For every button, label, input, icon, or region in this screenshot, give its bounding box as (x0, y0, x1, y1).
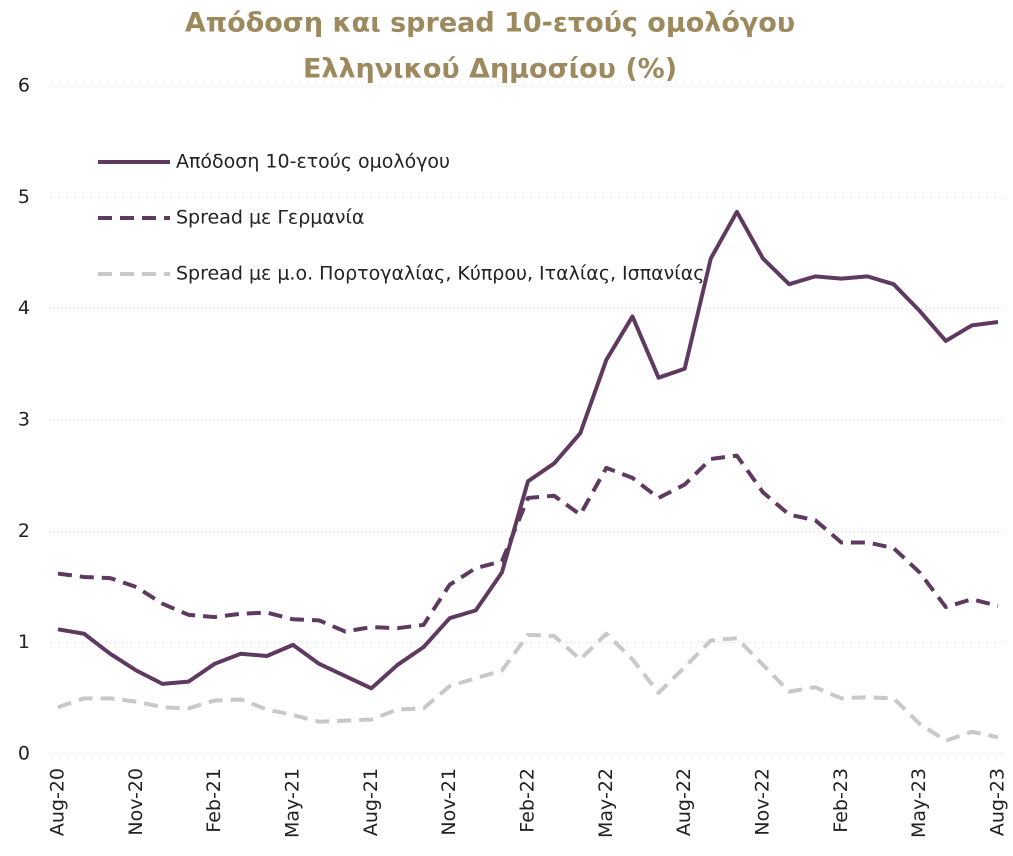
chart-title: Απόδοση και spread 10-ετούς ομολόγου (185, 8, 795, 39)
y-tick-label: 5 (18, 186, 30, 208)
y-tick-label: 0 (18, 743, 30, 765)
x-tick-label: May-21 (282, 768, 304, 838)
x-tick-label: Aug-23 (987, 768, 1009, 836)
x-tick-label: Nov-22 (752, 768, 774, 836)
x-tick-label: Nov-21 (438, 768, 460, 836)
legend-label: Spread με μ.ο. Πορτογαλίας, Κύπρου, Ιταλ… (176, 263, 704, 285)
x-tick-label: Aug-22 (673, 768, 695, 836)
series-line (57, 453, 999, 634)
x-tick-label: Feb-22 (517, 768, 539, 833)
x-tick-label: Aug-21 (360, 768, 382, 836)
y-tick-label: 4 (18, 297, 30, 319)
x-tick-label: Feb-23 (830, 768, 852, 833)
legend-label: Spread με Γερμανία (176, 207, 364, 229)
y-tick-label: 6 (18, 75, 30, 97)
x-tick-label: May-22 (595, 768, 617, 838)
y-tick-label: 3 (18, 409, 30, 431)
legend-label: Απόδοση 10-ετούς ομολόγου (176, 151, 450, 173)
x-tick-label: Aug-20 (47, 768, 69, 836)
y-tick-label: 1 (18, 631, 30, 653)
y-tick-label: 2 (18, 520, 30, 542)
series-line (57, 631, 999, 743)
x-tick-label: May-23 (908, 768, 930, 838)
x-tick-label: Feb-21 (203, 768, 225, 833)
chart-title: Ελληνικού Δημοσίου (%) (303, 54, 677, 85)
series-line (57, 209, 999, 691)
x-tick-label: Nov-20 (125, 768, 147, 836)
